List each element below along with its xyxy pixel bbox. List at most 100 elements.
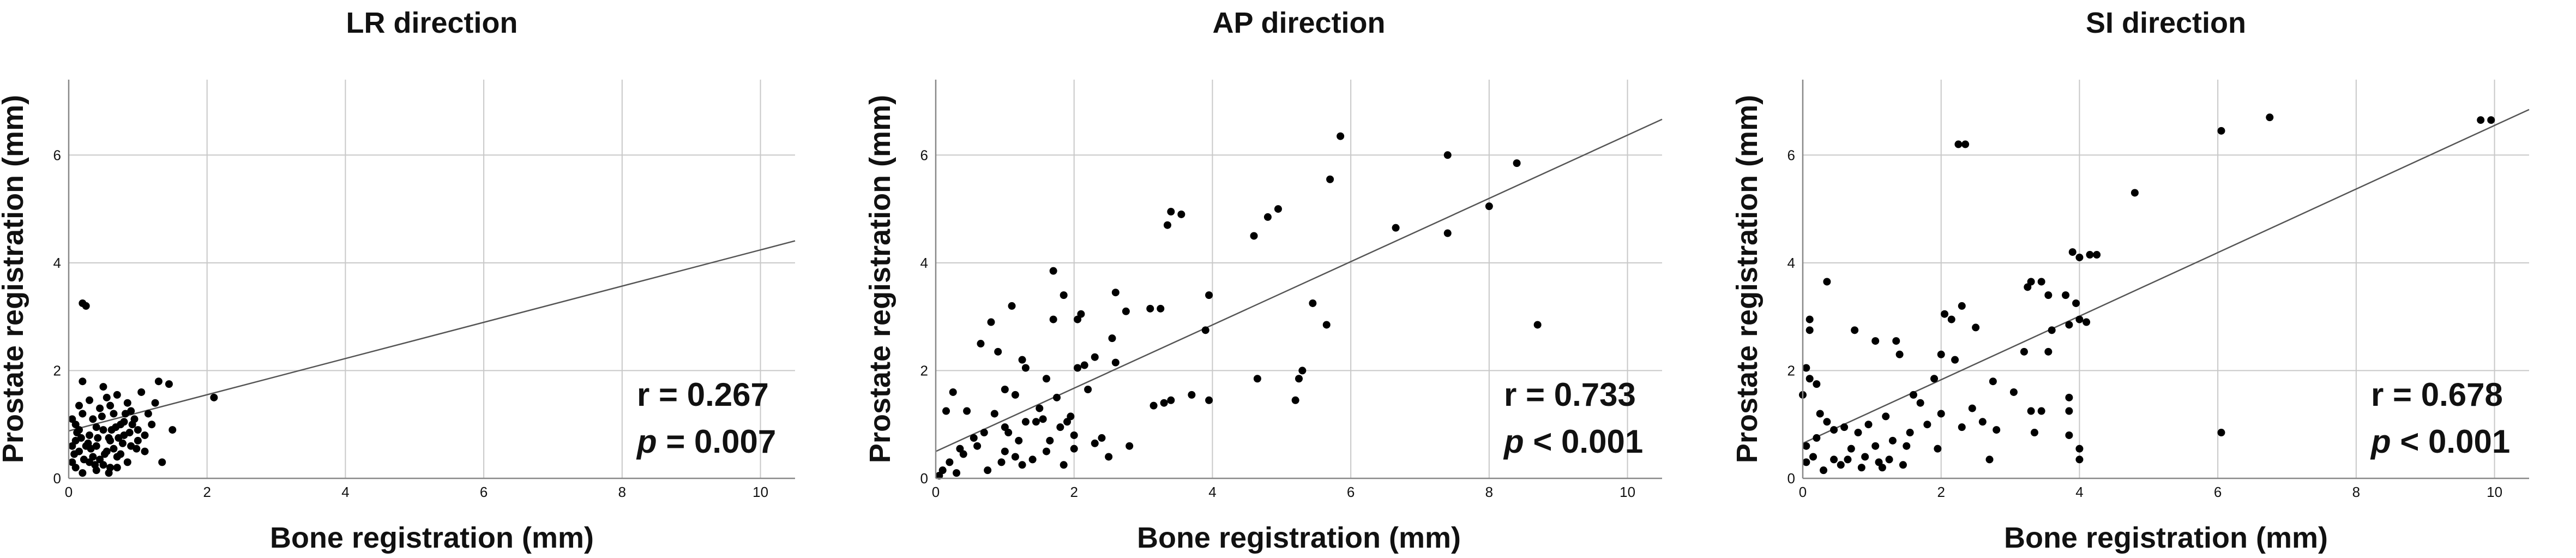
data-point: [117, 450, 125, 458]
data-point: [1201, 326, 1209, 334]
y-tick-label: 2: [1787, 362, 1795, 379]
data-point: [1937, 410, 1945, 418]
data-point: [79, 410, 87, 418]
data-point: [1809, 453, 1817, 461]
y-tick-label: 4: [53, 255, 61, 271]
data-point: [1146, 304, 1154, 313]
x-tick-label: 0: [932, 484, 940, 500]
p-value-text: p = 0.007: [636, 423, 776, 460]
data-point: [2044, 291, 2053, 299]
data-point: [1042, 447, 1050, 455]
data-point: [99, 426, 107, 434]
data-point: [1937, 350, 1945, 358]
data-point: [134, 436, 142, 445]
data-point: [1947, 315, 1955, 323]
data-point: [1805, 326, 1814, 334]
data-point: [1018, 356, 1026, 364]
x-tick-label: 0: [1799, 484, 1807, 500]
data-point: [990, 410, 998, 418]
data-point: [134, 426, 142, 434]
data-point: [1167, 208, 1175, 216]
data-point: [1972, 323, 1980, 332]
y-tick-label: 6: [920, 147, 928, 163]
data-point: [75, 401, 83, 410]
data-point: [96, 404, 104, 412]
p-symbol: p: [1503, 423, 1524, 460]
data-point: [1015, 436, 1023, 445]
data-point: [87, 445, 95, 453]
data-point: [99, 383, 107, 391]
data-point: [1291, 396, 1299, 404]
data-point: [77, 434, 85, 442]
data-point: [2083, 318, 2091, 326]
data-point: [1989, 377, 1997, 386]
data-point: [1074, 364, 1082, 372]
p-value-text: p < 0.001: [2370, 423, 2510, 460]
data-point: [1802, 442, 1810, 450]
data-point: [1091, 439, 1099, 447]
y-tick-label: 0: [920, 470, 928, 487]
data-point: [107, 426, 116, 434]
data-point: [1895, 350, 1904, 358]
x-tick-label: 6: [2214, 484, 2222, 500]
data-point: [158, 458, 166, 466]
data-point: [133, 445, 141, 453]
x-tick-label: 10: [1620, 484, 1635, 500]
y-tick-label: 0: [53, 470, 61, 487]
data-point: [148, 421, 156, 429]
data-point: [91, 461, 99, 469]
data-point: [1802, 364, 1810, 372]
data-point: [994, 347, 1002, 356]
data-point: [1885, 455, 1893, 464]
chart-title: LR direction: [346, 7, 517, 39]
data-point: [2068, 248, 2077, 256]
p-value: < 0.001: [2391, 423, 2511, 460]
x-tick-label: 10: [753, 484, 768, 500]
data-point: [1993, 426, 2001, 434]
data-point: [2037, 407, 2045, 415]
data-point: [113, 464, 121, 472]
data-point: [2075, 445, 2084, 453]
data-point: [2065, 321, 2073, 329]
r-value-text: r = 0.733: [1504, 376, 1636, 413]
y-axis-label: Prostate registration (mm): [1731, 95, 1764, 463]
panel-si: 0 2 4 6 8 10 0 2 4 6 SI direction Bone registrati…: [1731, 0, 2576, 558]
data-point: [1105, 453, 1113, 461]
x-tick-label: 0: [65, 484, 73, 500]
data-point: [1042, 375, 1050, 383]
data-point: [1274, 205, 1282, 213]
x-tick-label: 10: [2487, 484, 2502, 500]
data-point: [1032, 418, 1040, 426]
data-point: [2027, 407, 2035, 415]
data-point: [1080, 361, 1088, 369]
data-point: [1337, 132, 1345, 140]
data-point: [1961, 140, 1970, 148]
data-point: [2217, 429, 2225, 437]
data-point: [1443, 151, 1452, 159]
data-point: [1802, 458, 1810, 466]
data-point: [2266, 113, 2274, 122]
data-point: [1954, 140, 1963, 148]
data-point: [1011, 391, 1019, 399]
x-tick-label: 8: [618, 484, 626, 500]
x-tick-label: 2: [203, 484, 210, 500]
x-tick-label: 4: [2075, 484, 2083, 500]
data-point: [2030, 429, 2038, 437]
data-point: [1263, 213, 1272, 221]
data-point: [89, 415, 97, 423]
p-value: = 0.007: [657, 423, 777, 460]
data-point: [1070, 431, 1078, 439]
data-point: [935, 472, 943, 480]
data-point: [2487, 116, 2495, 124]
data-point: [137, 388, 146, 396]
data-point: [2062, 291, 2070, 299]
y-axis-label: Prostate registration (mm): [0, 95, 29, 463]
data-point: [946, 458, 954, 466]
x-tick-label: 2: [1937, 484, 1945, 500]
data-point: [89, 453, 97, 461]
data-point: [1149, 401, 1158, 410]
data-point: [96, 455, 104, 464]
data-point: [2075, 455, 2084, 464]
data-point: [1063, 418, 1072, 426]
data-point: [1816, 410, 1824, 418]
